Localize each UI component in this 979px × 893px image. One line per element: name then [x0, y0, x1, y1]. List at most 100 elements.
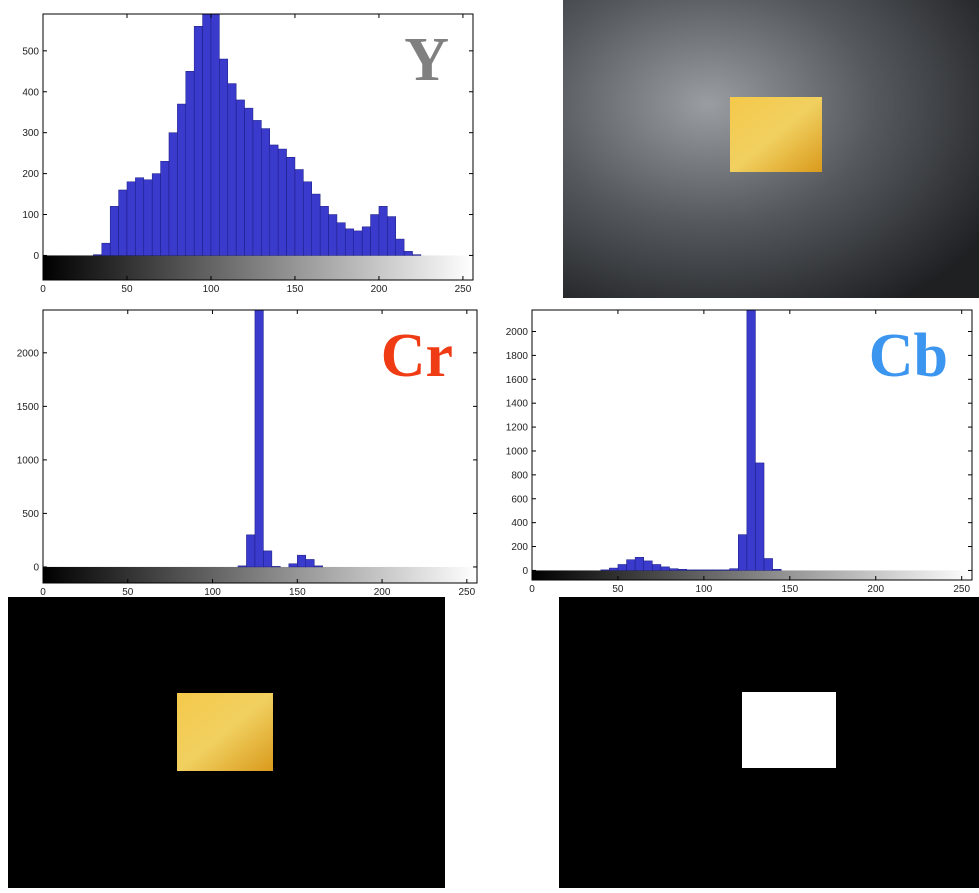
y-tick-label: 2000 — [17, 348, 40, 359]
x-tick-label: 0 — [40, 284, 46, 295]
y-tick-label: 1500 — [17, 402, 40, 413]
bar — [270, 145, 278, 255]
bar — [354, 231, 362, 256]
channel-label: Cb — [869, 322, 948, 390]
x-tick-label: 100 — [204, 587, 221, 598]
bar — [678, 569, 687, 570]
x-tick-label: 0 — [40, 587, 46, 598]
y-tick-label: 0 — [33, 251, 39, 262]
bar — [661, 567, 670, 571]
x-tick-label: 200 — [867, 584, 884, 595]
bar — [652, 564, 661, 570]
y-tick-label: 600 — [511, 494, 528, 505]
bar — [93, 255, 101, 256]
bar — [245, 108, 253, 255]
bar — [127, 182, 135, 256]
bar — [764, 558, 773, 570]
bar — [738, 535, 747, 571]
bar — [135, 178, 143, 256]
bar — [670, 569, 679, 571]
x-tick-label: 250 — [953, 584, 970, 595]
colorbar — [43, 567, 477, 583]
y-tick-label: 1600 — [506, 375, 529, 386]
bar — [287, 157, 295, 255]
x-tick-label: 100 — [203, 284, 220, 295]
histogram-panel: 0 500 1000 1500 2000 0 50 100 150 200 250 Cr — [17, 289, 477, 598]
y-tick-label: 300 — [22, 128, 39, 139]
bar — [297, 555, 305, 567]
colorbar — [532, 570, 972, 580]
x-tick-label: 150 — [781, 584, 798, 595]
bar — [238, 566, 246, 567]
bar — [306, 559, 314, 566]
bar — [371, 215, 379, 256]
y-tick-label: 1800 — [506, 351, 529, 362]
bar — [687, 570, 696, 571]
bar — [635, 557, 644, 570]
y-tick-label: 400 — [22, 87, 39, 98]
bar — [379, 206, 387, 255]
bar — [228, 84, 236, 256]
bar — [289, 564, 297, 567]
bar — [236, 100, 244, 256]
segmented-photo — [8, 597, 445, 888]
bar — [320, 206, 328, 255]
y-tick-label: 0 — [33, 562, 39, 573]
bar — [337, 223, 345, 256]
bar — [203, 10, 211, 256]
bar — [144, 180, 152, 256]
bar — [404, 251, 412, 255]
bar — [695, 570, 704, 571]
bar — [755, 463, 764, 571]
y-tick-label: 2000 — [506, 327, 529, 338]
bar — [747, 296, 756, 571]
bar — [618, 564, 627, 570]
x-tick-label: 0 — [529, 584, 535, 595]
channel-label: Cr — [381, 322, 453, 390]
bar — [119, 190, 127, 255]
x-tick-label: 50 — [612, 584, 624, 595]
source-photo — [563, 0, 979, 298]
bar — [102, 243, 110, 255]
x-tick-label: 150 — [289, 587, 306, 598]
bar — [704, 570, 713, 571]
bar — [278, 149, 286, 255]
bar — [329, 215, 337, 256]
colorbar — [43, 255, 473, 280]
bar — [169, 133, 177, 256]
y-tick-label: 100 — [22, 210, 39, 221]
y-tick-label: 1400 — [506, 399, 529, 410]
x-tick-label: 200 — [374, 587, 391, 598]
y-tick-label: 1000 — [17, 455, 40, 466]
bar — [314, 566, 322, 567]
y-tick-label: 0 — [522, 566, 528, 577]
y-tick-label: 400 — [511, 518, 528, 529]
bar — [261, 129, 269, 256]
bar — [627, 560, 636, 571]
y-tick-label: 200 — [511, 542, 528, 553]
y-tick-label: 200 — [22, 169, 39, 180]
y-tick-label: 500 — [22, 46, 39, 57]
channel-label: Y — [404, 26, 449, 94]
bar — [712, 570, 721, 571]
y-tick-label: 800 — [511, 470, 528, 481]
binary-mask — [559, 597, 979, 888]
bar — [263, 551, 271, 567]
bar — [601, 570, 610, 571]
bar — [246, 535, 254, 567]
bar — [312, 194, 320, 255]
figure: 0100200300400500050100150200250Y05001000… — [0, 0, 979, 888]
bar — [152, 174, 160, 256]
y-tick-label: 1000 — [506, 446, 529, 457]
x-tick-label: 250 — [458, 587, 475, 598]
bar — [253, 120, 261, 255]
bar — [255, 289, 263, 567]
bar — [161, 161, 169, 255]
bar — [721, 570, 730, 571]
bar — [295, 170, 303, 256]
bar — [186, 71, 194, 255]
x-tick-label: 50 — [122, 587, 134, 598]
y-tick-label: 500 — [22, 509, 39, 520]
